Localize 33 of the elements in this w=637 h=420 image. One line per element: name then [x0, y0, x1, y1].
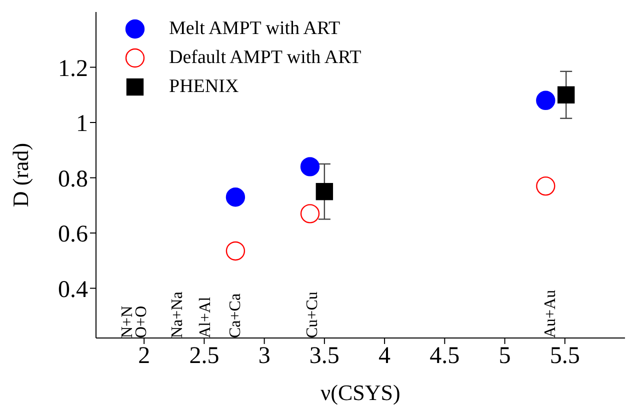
y-tick-label: 0.4	[58, 276, 88, 303]
legend-label: Melt AMPT with ART	[169, 18, 340, 40]
x-tick-label: 2.5	[189, 343, 220, 370]
y-tick-label: 0.6	[58, 222, 88, 248]
x-tick-label: 5.5	[550, 343, 580, 370]
point	[300, 157, 320, 176]
annotation: Al+Al	[197, 296, 214, 338]
x-tick-label: 2	[138, 343, 150, 370]
x-tick-label: 3.5	[309, 343, 340, 370]
legend-label: Default AMPT with ART	[169, 46, 362, 68]
point	[226, 241, 246, 261]
annotation: Cu+Cu	[304, 292, 321, 338]
annotation: Ca+Ca	[227, 293, 244, 338]
x-tick-label: 4	[378, 343, 391, 370]
annotation: N+N	[119, 306, 136, 338]
y-axis-title: D (rad)	[8, 142, 33, 208]
annotation: O+O	[133, 306, 150, 338]
annotation: Au+Au	[542, 290, 559, 338]
x-tick-label: 4.5	[430, 343, 460, 370]
point	[300, 204, 320, 224]
point	[536, 90, 556, 110]
y-tick-label: 1.2	[58, 56, 88, 82]
point	[536, 176, 556, 196]
point	[557, 86, 575, 104]
point	[226, 188, 246, 207]
y-tick-label: 1	[76, 111, 88, 138]
annotation: Na+Na	[169, 292, 186, 338]
legend-label: PHENIX	[169, 76, 239, 98]
x-axis-title: ν(CSYS)	[320, 380, 400, 405]
x-tick-label: 3	[258, 343, 270, 370]
x-tick-label: 5	[498, 343, 511, 370]
y-tick-label: 0.8	[58, 166, 88, 192]
point	[316, 182, 334, 200]
